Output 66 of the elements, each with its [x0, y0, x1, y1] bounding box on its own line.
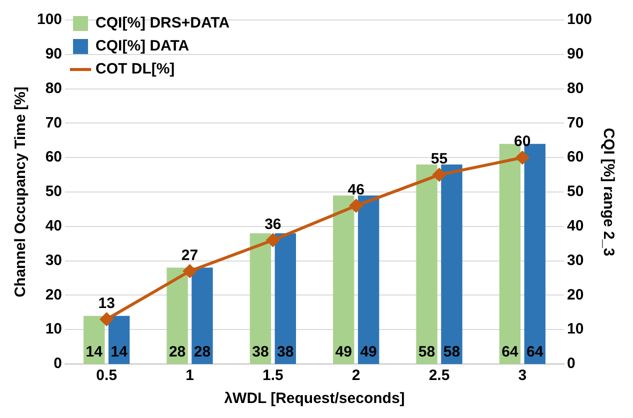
x-tick-label: 3	[518, 367, 527, 384]
y2-tick-label: 80	[566, 80, 584, 97]
data-label: 49	[360, 344, 377, 361]
y2-axis-title: CQI [%] range 2_3	[600, 128, 617, 256]
data-label: 58	[443, 344, 460, 361]
y-tick-label: 20	[45, 286, 62, 304]
y-tick-label: 70	[45, 114, 62, 132]
bar	[192, 268, 213, 364]
data-label: 64	[526, 344, 544, 361]
data-label: 46	[348, 181, 364, 198]
bar	[441, 164, 462, 364]
point	[100, 312, 114, 326]
bar	[274, 233, 296, 364]
y2-tick-label: 90	[566, 46, 584, 63]
data-label: 58	[418, 344, 436, 361]
data-label: 14	[110, 344, 128, 361]
x-tick-label: 1.5	[262, 367, 284, 384]
bar	[166, 268, 188, 364]
y2-tick-label: 50	[566, 183, 584, 200]
legend-label: COT DL[%]	[96, 60, 175, 78]
data-label: 60	[514, 133, 531, 150]
x-axis-title: λWDL [Request/seconds]	[224, 390, 405, 408]
x-tick-label: 0.5	[96, 367, 118, 384]
bar	[250, 233, 272, 364]
data-label: 36	[264, 216, 282, 233]
x-tick-label: 2.5	[428, 367, 450, 384]
y2-tick-label: 70	[566, 114, 584, 132]
y2-tick-label: 20	[566, 286, 584, 304]
y-tick-label: 60	[45, 148, 62, 166]
point	[516, 151, 529, 164]
point	[432, 168, 446, 182]
y2-tick-label: 0	[566, 355, 576, 372]
y-tick-label: 80	[45, 80, 62, 97]
data-label: 27	[181, 246, 198, 264]
y-axis-title: Channel Occupancy Time [%]	[12, 86, 30, 298]
y-tick-label: 10	[45, 320, 62, 338]
data-label: 49	[335, 344, 352, 361]
data-label: 38	[277, 344, 294, 361]
data-label: 28	[194, 344, 211, 361]
data-label: 13	[98, 294, 115, 312]
y-tick-label: 40	[45, 218, 62, 235]
data-label: 38	[252, 344, 269, 361]
data-label: 14	[86, 344, 104, 361]
y-tick-label: 90	[45, 46, 62, 63]
y-tick-label: 0	[54, 355, 62, 372]
y-tick-label: 100	[36, 11, 62, 28]
bar	[358, 195, 380, 364]
x-tick-label: 1	[186, 367, 194, 384]
data-label: 64	[502, 344, 519, 361]
y-tick-label: 50	[45, 183, 62, 200]
data-label: 55	[430, 150, 448, 168]
legend-label: CQI[%] DATA	[96, 38, 190, 55]
x-tick-label: 2	[352, 367, 360, 384]
y2-tick-label: 40	[566, 218, 584, 235]
point	[266, 234, 280, 247]
data-label: 28	[168, 344, 186, 361]
point	[350, 199, 363, 212]
bar	[416, 164, 438, 364]
y2-tick-label: 100	[566, 11, 592, 28]
y-tick-label: 30	[45, 252, 62, 269]
y2-tick-label: 30	[566, 252, 584, 269]
y2-tick-label: 60	[566, 148, 584, 166]
bar	[333, 195, 354, 364]
point	[183, 264, 196, 278]
legend-label: CQI[%] DRS+DATA	[96, 14, 230, 32]
y2-tick-label: 10	[566, 320, 584, 338]
